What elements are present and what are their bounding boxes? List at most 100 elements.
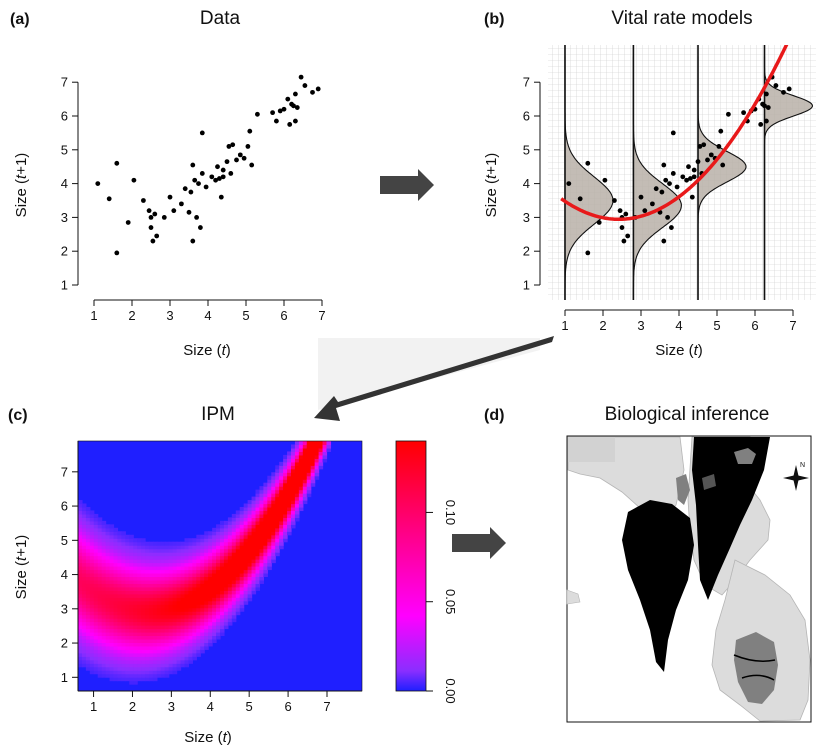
heatmap-cell [156,673,162,678]
heatmap-cell [298,472,304,477]
data-point [150,238,156,244]
heatmap-cell [251,559,257,564]
heatmap-cell [216,572,221,578]
heatmap-cell [208,642,213,647]
heatmap-cell [306,444,312,449]
heatmap-cell [176,593,182,598]
heatmap-cell [164,559,170,564]
heatmap-cell [287,527,292,532]
heatmap-cell [156,614,162,619]
heatmap-cell [235,510,241,515]
heatmap-cell [81,583,87,588]
heatmap-cell [145,621,150,626]
heatmap-cell [137,590,142,595]
heatmap-cell [188,566,193,571]
heatmap-cell [220,562,225,567]
heatmap-cell [216,597,221,602]
heatmap-cell [243,597,249,602]
heatmap-cell [306,489,312,494]
heatmap-cell [101,611,107,616]
heatmap-cell [156,548,162,553]
heatmap-cell [239,579,245,584]
heatmap-cell [164,607,170,612]
heatmap-cell [164,548,170,553]
heatmap-cell [117,618,122,623]
heatmap-cell [223,611,229,616]
heatmap-cell [97,572,103,578]
heatmap-cell [291,506,296,512]
heatmap-cell [287,465,292,470]
heatmap-cell [287,458,292,463]
heatmap-cell [93,541,99,546]
heatmap-cell [298,441,304,446]
heatmap-cell [113,545,119,550]
heatmap-cell [294,506,300,512]
heatmap-cell [101,618,107,623]
heatmap-cell [180,555,186,560]
heatmap-cell [212,559,217,564]
heatmap-cell [208,625,213,630]
heatmap-cell [235,604,241,609]
heatmap-cell [156,569,162,574]
heatmap-cell [105,562,111,567]
heatmap-cell [172,541,178,546]
heatmap-cell [121,552,126,557]
heatmap-cell [137,572,142,578]
heatmap-cell [188,579,193,584]
heatmap-cell [200,579,205,584]
heatmap-cell [81,513,87,518]
heatmap-cell [97,559,103,564]
heatmap-cell [227,555,233,560]
heatmap-cell [188,628,193,633]
heatmap-cell [117,628,122,633]
heatmap-cell [294,475,300,480]
heatmap-cell [259,503,264,508]
heatmap-cell [208,531,213,536]
heatmap-cell [109,607,115,612]
heatmap-cell [283,503,288,508]
heatmap-cell [133,597,138,602]
heatmap-cell [113,635,119,640]
heatmap-cell [302,472,308,477]
heatmap-cell [168,635,174,640]
heatmap-cell [164,642,170,647]
heatmap-cell [275,531,280,536]
heatmap-cell [291,461,296,466]
heatmap-cell [184,618,190,623]
heatmap-cell [180,572,186,578]
heatmap-cell [212,618,217,623]
heatmap-cell [160,656,166,661]
heatmap-cell [302,441,308,446]
heatmap-cell [243,541,249,546]
heatmap-cell [109,628,115,633]
heatmap-cell [184,576,190,581]
heatmap-cell [255,534,261,539]
heatmap-cell [204,579,209,584]
heatmap-cell [78,586,83,591]
heatmap-cell [208,597,213,602]
heatmap-cell [200,576,205,581]
heatmap-cell [235,600,241,605]
heatmap-cell [101,572,107,578]
heatmap-cell [101,645,107,650]
data-point [765,105,771,110]
heatmap-cell [149,604,154,609]
heatmap-cell [220,631,225,637]
heatmap-cell [287,486,292,491]
heatmap-cell [291,489,296,494]
heatmap-cell [89,621,95,626]
heatmap-cell [208,552,213,557]
heatmap-cell [283,527,288,532]
heatmap-cell [137,625,142,630]
heatmap-cell [223,621,229,626]
heatmap-cell [141,666,146,671]
heatmap-cell [93,569,99,574]
heatmap-cell [314,451,320,456]
heatmap-cell [156,652,162,657]
heatmap-cell [188,583,193,588]
heatmap-cell [81,649,87,654]
heatmap-cell [184,656,190,661]
heatmap-cell [125,586,130,591]
heatmap-cell [145,576,150,581]
heatmap-cell [235,538,241,543]
